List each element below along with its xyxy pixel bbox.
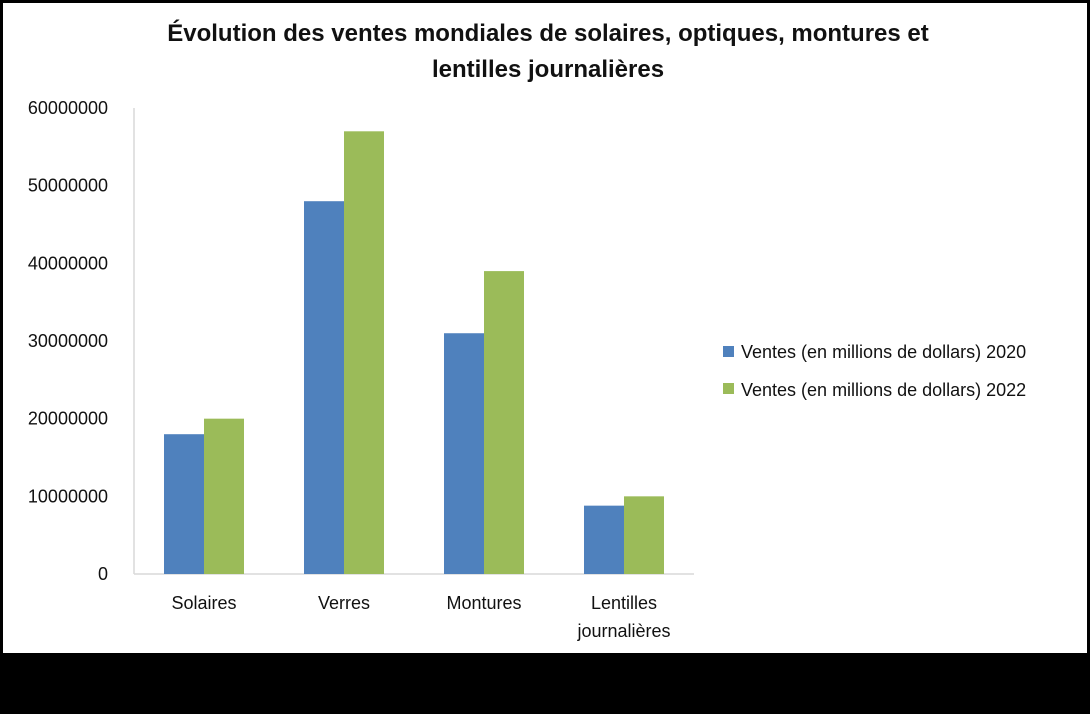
bar-2020-solaires bbox=[164, 434, 204, 574]
chart-title-line-2: lentilles journalières bbox=[432, 56, 664, 83]
y-tick-label: 20000000 bbox=[28, 409, 108, 429]
bar-2020-verres bbox=[304, 201, 344, 574]
bar-2022-montures bbox=[484, 271, 524, 574]
y-tick-label: 10000000 bbox=[28, 486, 108, 506]
series-2022-bars bbox=[204, 131, 664, 575]
bar-2022-lentilles bbox=[624, 496, 664, 574]
y-tick-label: 60000000 bbox=[28, 98, 108, 118]
bar-2022-verres bbox=[344, 131, 384, 575]
category-label-montures: Montures bbox=[446, 593, 521, 613]
chart-title-line-1: Évolution des ventes mondiales de solair… bbox=[167, 19, 929, 47]
y-tick-label: 40000000 bbox=[28, 253, 108, 273]
legend-label-2020: Ventes (en millions de dollars) 2020 bbox=[741, 342, 1026, 362]
legend-label-2022: Ventes (en millions de dollars) 2022 bbox=[741, 380, 1026, 400]
y-axis-tick-labels: 0 10000000 20000000 30000000 40000000 50… bbox=[28, 98, 108, 584]
bar-2022-solaires bbox=[204, 418, 244, 574]
legend-swatch-2022 bbox=[723, 383, 734, 394]
y-tick-label: 30000000 bbox=[28, 331, 108, 351]
category-label-lentilles-line-2: journalières bbox=[576, 621, 670, 641]
legend-swatch-2020 bbox=[723, 346, 734, 357]
y-tick-label: 0 bbox=[98, 564, 108, 584]
category-label-lentilles-line-1: Lentilles bbox=[591, 593, 657, 613]
bar-2020-lentilles bbox=[584, 505, 624, 574]
category-label-verres: Verres bbox=[318, 593, 370, 613]
bar-2020-montures bbox=[444, 333, 484, 574]
series-2020-bars bbox=[164, 201, 624, 574]
x-axis-category-labels: Solaires Verres Montures Lentilles journ… bbox=[171, 593, 670, 641]
category-label-solaires: Solaires bbox=[171, 593, 236, 613]
y-tick-label: 50000000 bbox=[28, 176, 108, 196]
bottom-strip bbox=[0, 655, 1090, 709]
chart-legend: Ventes (en millions de dollars) 2020 Ven… bbox=[723, 342, 1026, 400]
